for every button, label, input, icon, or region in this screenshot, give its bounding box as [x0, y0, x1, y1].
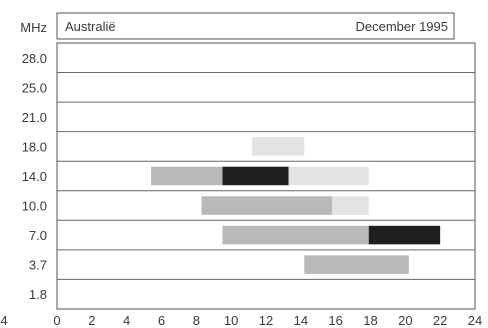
band-label: 1.8 — [29, 287, 47, 302]
x-tick-label: 20 — [398, 313, 412, 328]
x-tick-label: 10 — [224, 313, 238, 328]
x-tick-label-extra: 4 — [0, 313, 7, 328]
band-label: 25.0 — [22, 80, 47, 95]
propagation-bar-medium — [151, 166, 223, 186]
y-axis-label: MHz — [20, 20, 47, 35]
band-label: 10.0 — [22, 199, 47, 214]
propagation-bar-dark — [368, 225, 441, 245]
propagation-bars — [151, 137, 441, 274]
x-tick-label: 2 — [88, 313, 95, 328]
x-tick-label: 6 — [158, 313, 165, 328]
band-labels: 28.0 25.0 21.0 18.0 14.0 10.0 7.0 3.7 1.8 — [22, 51, 47, 302]
x-tick-label: 16 — [328, 313, 342, 328]
x-tick-label: 18 — [363, 313, 377, 328]
x-tick-label: 22 — [433, 313, 447, 328]
x-tick-label: 14 — [294, 313, 308, 328]
x-tick-label: 0 — [53, 313, 60, 328]
propagation-bar-light — [252, 137, 305, 156]
propagation-bar-light — [288, 166, 369, 186]
title-box — [56, 12, 455, 40]
band-label: 21.0 — [22, 110, 47, 125]
x-tick-label: 4 — [123, 313, 130, 328]
chart-title-left: Australië — [65, 19, 116, 34]
x-tick-labels: 0 2 4 6 8 10 12 14 16 18 20 22 244 — [0, 313, 482, 328]
propagation-bar-medium — [222, 225, 369, 245]
band-label: 7.0 — [29, 228, 47, 243]
grid-lines — [57, 72, 475, 280]
x-tick-label: 12 — [259, 313, 273, 328]
x-tick-label: 24 — [468, 313, 482, 328]
band-label: 28.0 — [22, 51, 47, 66]
band-label: 3.7 — [29, 258, 47, 273]
x-tick-label: 8 — [193, 313, 200, 328]
propagation-bar-dark — [222, 166, 289, 186]
propagation-bar-medium — [201, 196, 333, 215]
propagation-bar-light — [332, 196, 369, 215]
band-label: 14.0 — [22, 169, 47, 184]
band-label: 18.0 — [22, 139, 47, 154]
chart-title-right: December 1995 — [356, 19, 449, 34]
propagation-bar-medium — [304, 255, 409, 274]
